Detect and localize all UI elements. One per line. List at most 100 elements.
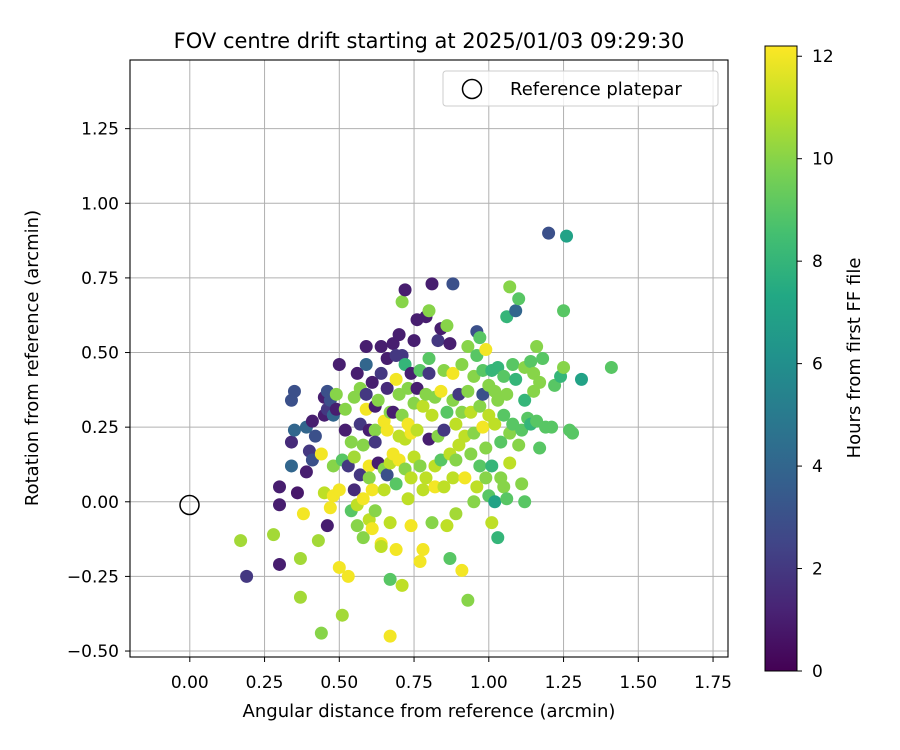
data-point (506, 357, 520, 371)
y-axis-ticks: −0.50 −0.25 0.00 0.25 0.50 0.75 1.00 1.25 (67, 120, 130, 662)
data-point (380, 468, 394, 482)
data-point (574, 372, 588, 386)
x-axis-label: Angular distance from reference (arcmin) (243, 701, 616, 722)
data-point (464, 447, 478, 461)
legend-box (442, 70, 719, 107)
y-tick-label: −0.50 (67, 642, 119, 662)
data-point (344, 435, 358, 449)
x-tick-label: 0.75 (395, 673, 433, 693)
colorbar (764, 45, 798, 672)
scatter-points (234, 226, 618, 643)
data-point (488, 495, 502, 509)
data-point (332, 560, 346, 574)
data-point (467, 495, 481, 509)
data-point (290, 486, 304, 500)
data-point (536, 352, 550, 365)
data-point (365, 483, 379, 497)
data-point (491, 531, 505, 545)
data-point (273, 498, 286, 512)
data-point (461, 340, 475, 354)
data-point (512, 438, 526, 452)
data-point (509, 372, 523, 386)
data-point (509, 304, 523, 318)
data-point (392, 328, 406, 342)
data-point (473, 459, 487, 473)
reference-point-marker (179, 494, 200, 516)
data-point (425, 277, 439, 291)
data-point (476, 363, 490, 377)
data-point (479, 441, 493, 455)
y-tick-label: 0.25 (81, 418, 119, 438)
x-tick-label: 1.75 (694, 673, 732, 693)
data-point (446, 277, 460, 291)
data-point (368, 435, 382, 449)
data-point (455, 563, 469, 577)
data-point (443, 551, 457, 565)
data-point (503, 280, 517, 294)
data-point (395, 295, 409, 309)
data-point (416, 399, 430, 413)
colorbar-ticks: 0 2 4 6 8 10 12 (797, 47, 834, 682)
data-point (383, 629, 397, 643)
data-point (332, 483, 346, 497)
data-point (443, 337, 457, 351)
data-point (356, 492, 370, 506)
data-point (470, 480, 484, 494)
y-axis-label: Rotation from reference (arcmin) (22, 210, 43, 506)
data-point (267, 528, 281, 542)
x-tick-label: 0.50 (320, 673, 358, 693)
data-point (428, 480, 442, 494)
data-point (338, 423, 352, 437)
data-point (240, 569, 254, 583)
data-point (356, 438, 370, 452)
data-point (446, 366, 460, 380)
data-point (557, 360, 571, 374)
data-point (359, 387, 373, 401)
data-point (542, 226, 556, 240)
data-point (293, 590, 307, 604)
colorbar-tick-label: 8 (812, 252, 823, 272)
data-point (311, 534, 325, 548)
colorbar-tick-label: 10 (812, 150, 834, 170)
data-point (440, 319, 454, 333)
data-point (359, 357, 373, 371)
data-point (308, 429, 322, 443)
plot-frame (129, 59, 729, 658)
data-point (389, 543, 403, 557)
data-point (371, 393, 385, 407)
data-point (234, 534, 248, 548)
data-point (425, 408, 439, 422)
data-point (533, 441, 547, 455)
x-axis-ticks: 0.00 0.25 0.50 0.75 1.00 1.25 1.50 1.75 (171, 657, 732, 693)
data-point (497, 369, 511, 383)
data-point (293, 551, 307, 565)
data-point (413, 554, 427, 568)
data-point (338, 402, 352, 416)
data-point (422, 304, 436, 318)
data-point (305, 414, 319, 428)
data-point (368, 423, 382, 437)
data-point (365, 522, 379, 536)
data-point (314, 626, 328, 640)
data-point (440, 405, 454, 419)
data-point (329, 387, 343, 401)
data-point (299, 465, 313, 479)
data-point (401, 492, 415, 506)
data-point (458, 471, 472, 485)
legend-marker-open-circle (461, 78, 483, 100)
data-point (497, 480, 511, 494)
data-point (287, 384, 301, 398)
data-point (398, 283, 412, 297)
data-point (604, 360, 618, 374)
grid-lines (130, 60, 728, 657)
data-point (389, 477, 403, 491)
data-point (566, 426, 580, 440)
data-point (449, 507, 463, 521)
data-point (545, 420, 559, 434)
legend-entry-label: Reference platepar (510, 79, 682, 100)
data-point (407, 334, 421, 348)
data-point (530, 340, 544, 354)
y-tick-label: 0.50 (81, 344, 119, 364)
data-point (323, 501, 337, 515)
